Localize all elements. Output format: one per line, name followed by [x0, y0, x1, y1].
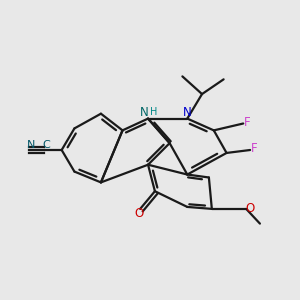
Text: C: C [43, 140, 50, 150]
Text: O: O [245, 202, 254, 215]
Text: O: O [134, 207, 143, 220]
Text: N: N [140, 106, 149, 118]
Text: N: N [183, 106, 192, 119]
Text: H: H [150, 107, 157, 117]
Text: F: F [251, 142, 258, 155]
Text: N: N [27, 140, 35, 150]
Text: F: F [244, 116, 251, 129]
